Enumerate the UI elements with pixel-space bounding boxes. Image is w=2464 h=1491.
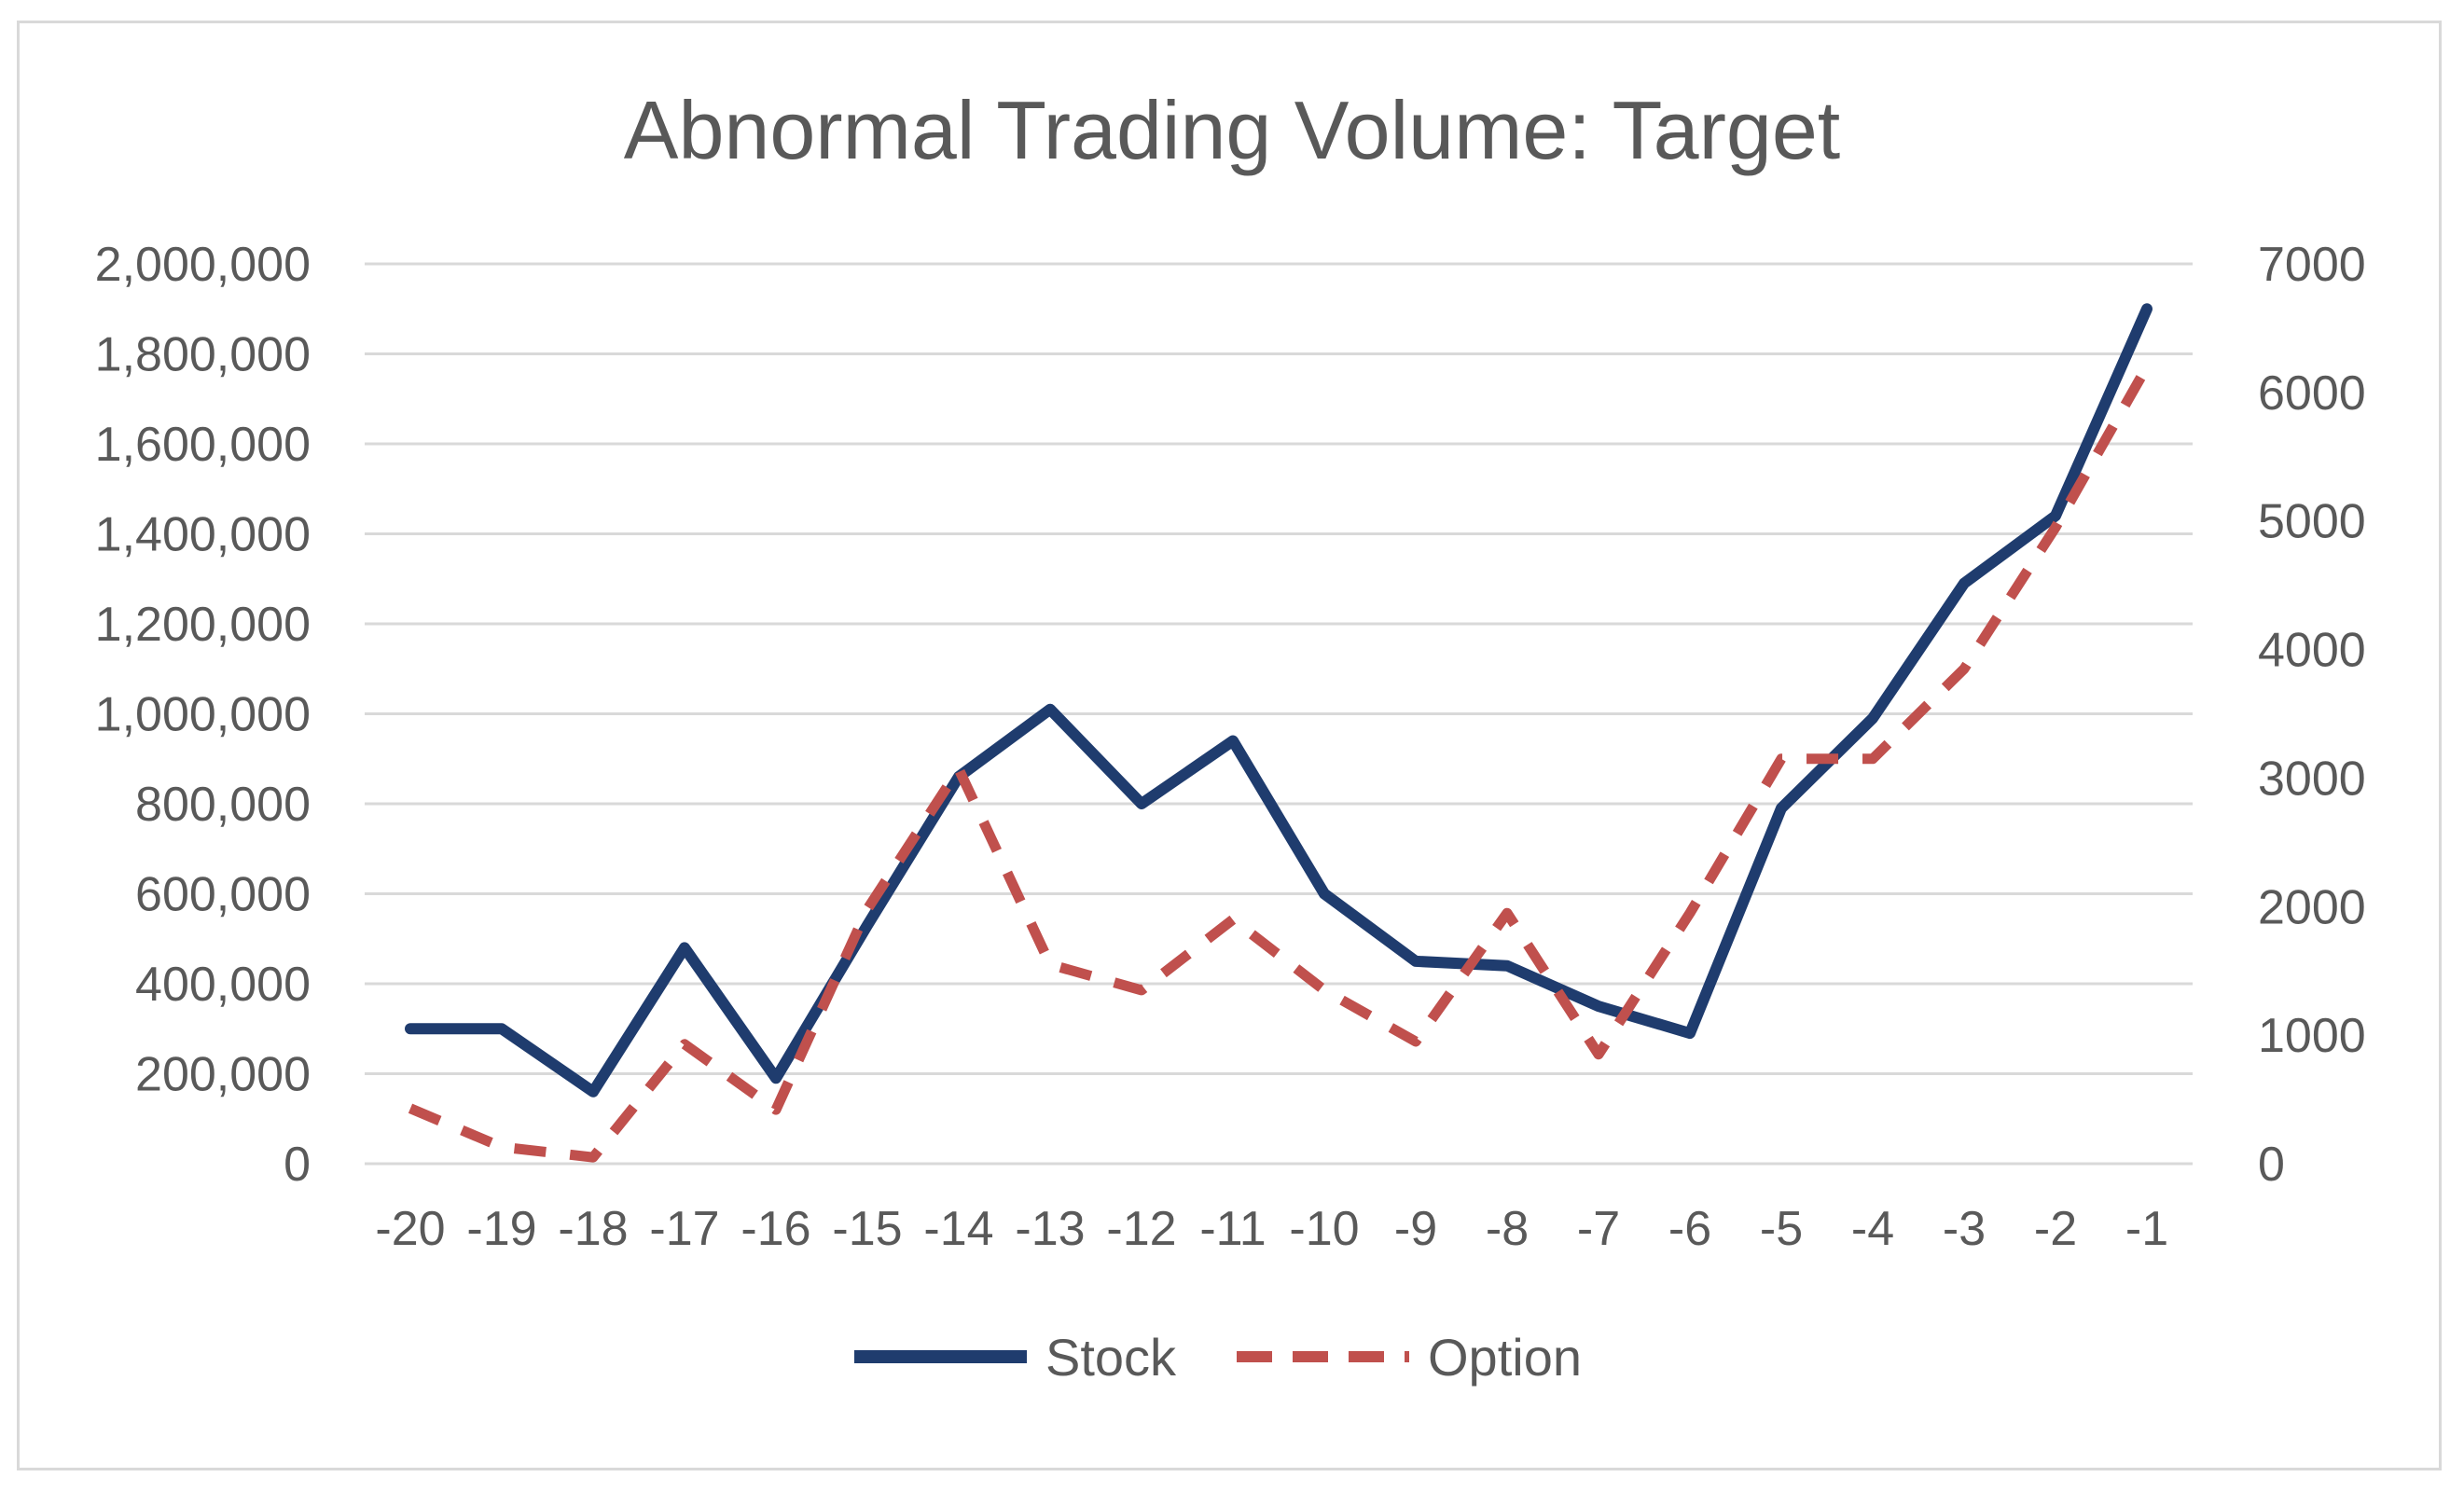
right-tick-label: 5000 — [2258, 495, 2366, 549]
x-tick-label: -16 — [741, 1202, 810, 1256]
chart-title: Abnormal Trading Volume: Target — [624, 84, 1840, 176]
right-tick-label: 6000 — [2258, 366, 2366, 421]
left-tick-label: 1,800,000 — [95, 328, 311, 382]
left-tick-label: 200,000 — [135, 1048, 311, 1102]
chart-frame: Abnormal Trading Volume: Target 0 200,000… — [17, 21, 2442, 1470]
x-tick-label: -1 — [2125, 1202, 2168, 1256]
x-tick-label: -12 — [1106, 1202, 1176, 1256]
left-tick-label: 1,400,000 — [95, 508, 311, 562]
legend-option-label: Option — [1428, 1328, 1582, 1387]
left-tick-label: 1,200,000 — [95, 598, 311, 652]
x-tick-label: -17 — [649, 1202, 719, 1256]
x-tick-label: -9 — [1394, 1202, 1437, 1256]
left-tick-label: 0 — [284, 1138, 311, 1192]
x-tick-label: -10 — [1289, 1202, 1359, 1256]
left-axis: 0 200,000 400,000 600,000 800,000 1,000,000 1,… — [95, 238, 311, 1192]
left-tick-label: 400,000 — [135, 958, 311, 1012]
x-tick-label: -7 — [1577, 1202, 1620, 1256]
legend[interactable]: Stock Option — [854, 1328, 1582, 1387]
x-tick-label: -2 — [2034, 1202, 2077, 1256]
right-tick-label: 1000 — [2258, 1009, 2366, 1063]
series-line-option — [408, 364, 2152, 1163]
left-tick-label: 2,000,000 — [95, 238, 311, 292]
x-axis: -20 -19 -18 -17 -16 -15 -14 -13 -12 -11 -10 -9 -8 -7-… — [375, 1202, 2168, 1256]
x-tick-label: -19 — [466, 1202, 536, 1256]
series-line-stock — [405, 303, 2153, 1098]
x-tick-label: -6 — [1668, 1202, 1711, 1256]
right-tick-label: 3000 — [2258, 752, 2366, 806]
legend-stock-label: Stock — [1045, 1328, 1177, 1387]
left-tick-label: 600,000 — [135, 868, 311, 922]
chart-svg: Abnormal Trading Volume: Target 0 200,000… — [95, 84, 2366, 1387]
x-tick-label: -14 — [923, 1202, 993, 1256]
left-tick-label: 1,000,000 — [95, 688, 311, 742]
right-axis: 0 1000 2000 3000 4000 5000 6000 7000 — [2258, 238, 2366, 1192]
x-tick-label: -4 — [1851, 1202, 1894, 1256]
right-tick-label: 2000 — [2258, 880, 2366, 934]
right-tick-label: 4000 — [2258, 624, 2366, 678]
x-tick-label: -13 — [1015, 1202, 1085, 1256]
x-tick-label: -8 — [1486, 1202, 1529, 1256]
left-tick-label: 1,600,000 — [95, 418, 311, 472]
x-tick-label: -18 — [558, 1202, 628, 1256]
left-tick-label: 800,000 — [135, 778, 311, 832]
x-tick-label: -20 — [375, 1202, 445, 1256]
x-tick-label: -15 — [832, 1202, 902, 1256]
series — [405, 303, 2153, 1163]
x-tick-label: -3 — [1943, 1202, 1986, 1256]
x-tick-label: -5 — [1760, 1202, 1803, 1256]
right-tick-label: 0 — [2258, 1138, 2285, 1192]
x-tick-label: -11 — [1199, 1202, 1266, 1256]
gridlines — [365, 262, 2193, 1166]
right-tick-label: 7000 — [2258, 238, 2366, 292]
